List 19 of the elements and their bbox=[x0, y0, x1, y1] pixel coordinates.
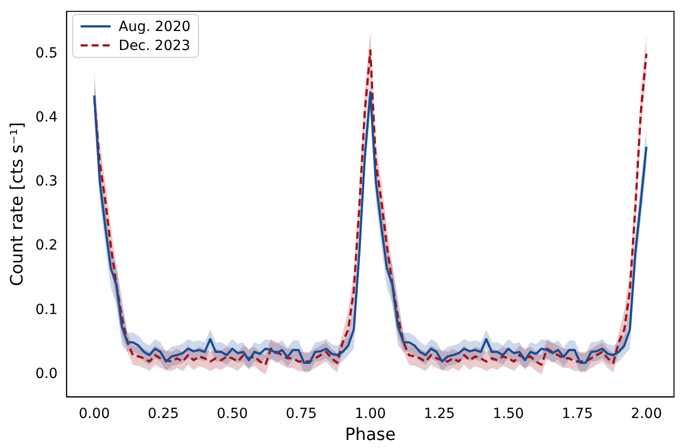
x-axis-title: Phase bbox=[344, 425, 396, 446]
y-tick-label: 0.0 bbox=[35, 366, 58, 382]
y-tick-label: 0.3 bbox=[35, 174, 58, 190]
x-tick-label: 1.75 bbox=[562, 406, 593, 422]
y-tick-label: 0.4 bbox=[35, 109, 58, 126]
x-tick-label: 1.50 bbox=[492, 406, 524, 422]
x-tick-label: 0.75 bbox=[286, 406, 317, 422]
x-tick-label: 0.25 bbox=[148, 406, 179, 422]
x-tick-label: 0.50 bbox=[216, 406, 248, 422]
legend-label: Dec. 2023 bbox=[118, 38, 190, 54]
x-tick-label: 2.00 bbox=[630, 406, 662, 422]
x-tick-label: 1.00 bbox=[354, 406, 386, 422]
y-tick-label: 0.2 bbox=[35, 238, 58, 254]
legend-label: Aug. 2020 bbox=[118, 19, 191, 36]
y-tick-label: 0.1 bbox=[35, 302, 58, 318]
x-tick-label: 1.25 bbox=[424, 406, 455, 422]
y-axis-title: Count rate [cts s⁻¹] bbox=[8, 122, 28, 286]
x-tick-label: 0.00 bbox=[78, 406, 110, 422]
y-tick-label: 0.5 bbox=[35, 45, 58, 62]
